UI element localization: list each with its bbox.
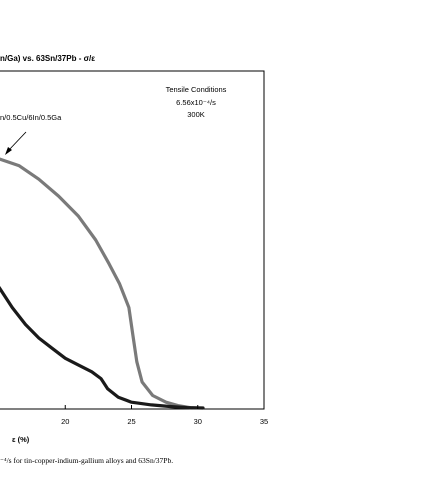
- x-tick-label: 30: [194, 417, 202, 426]
- series-line-2: [0, 286, 205, 410]
- strain-rate-label: 6.56x10⁻⁴/s: [176, 98, 216, 107]
- x-tick-label: 25: [127, 417, 135, 426]
- x-tick-label: 35: [260, 417, 268, 426]
- figure-caption: ⁻⁴/s for tin-copper-indium-gallium alloy…: [0, 456, 173, 465]
- series-layer: [0, 157, 205, 410]
- x-axis-ticks: 20 25 30 35: [61, 405, 268, 426]
- chart-title: n/Ga) vs. 63Sn/37Pb - σ/ε: [0, 54, 95, 63]
- tensile-conditions-note: Tensile Conditions 6.56x10⁻⁴/s 300K: [166, 85, 227, 119]
- x-axis-label: ε (%): [12, 435, 30, 444]
- series-line-1: [0, 157, 192, 410]
- series-label: n/0.5Cu/6In/0.5Ga: [0, 113, 62, 122]
- temperature-label: 300K: [187, 110, 205, 119]
- tensile-conditions-heading: Tensile Conditions: [166, 85, 227, 94]
- series-label-arrowhead: [5, 147, 12, 155]
- series-label-arrow: [7, 131, 27, 152]
- x-tick-label: 20: [61, 417, 69, 426]
